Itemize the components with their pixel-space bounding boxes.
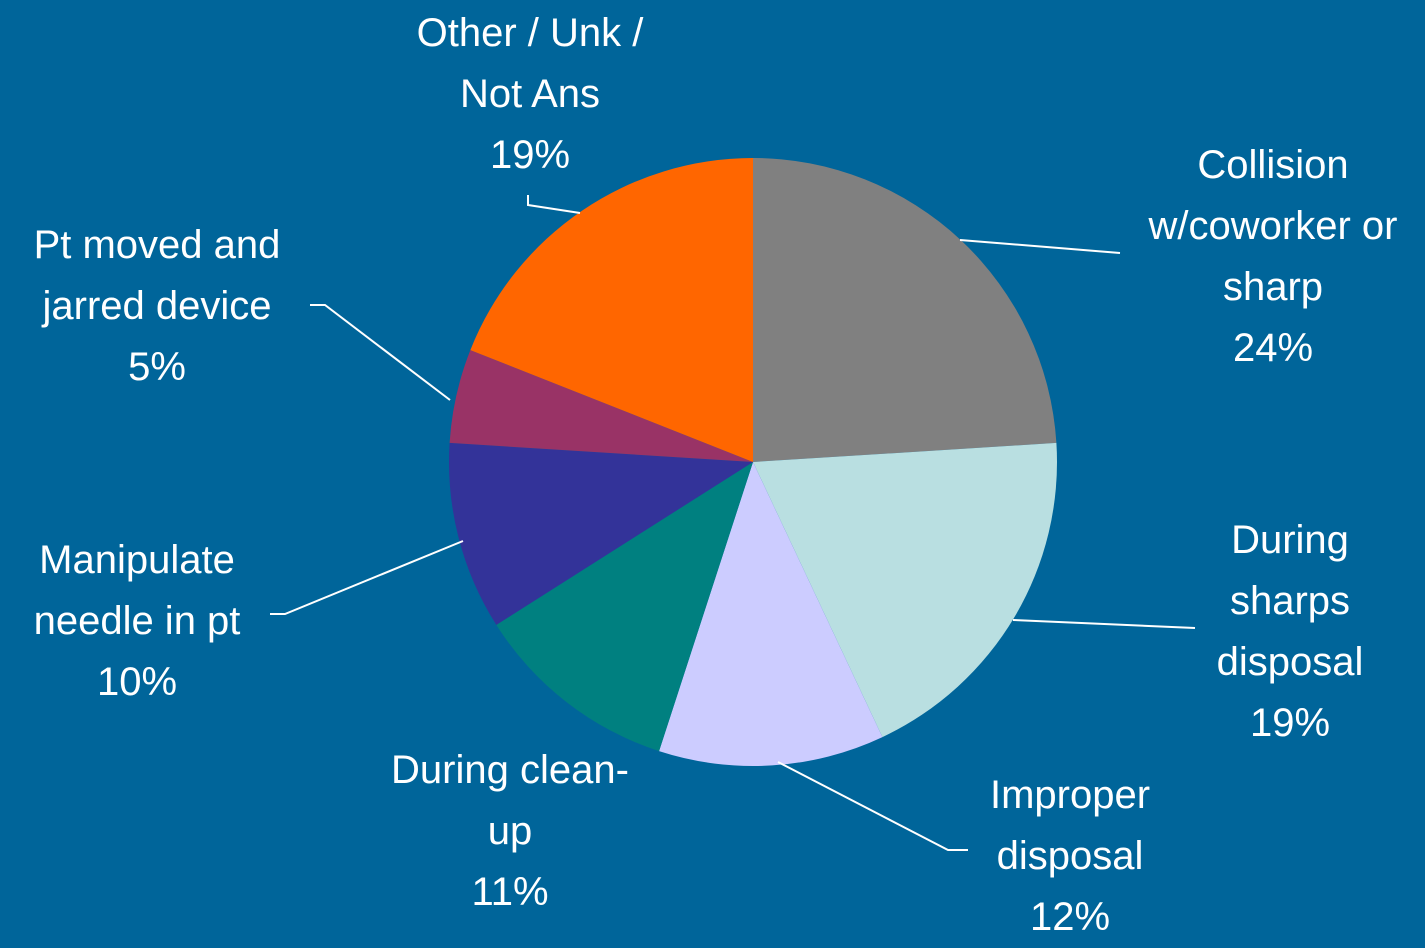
value-label: 10%: [96, 660, 178, 704]
value-label: 5%: [128, 345, 186, 389]
slice-label: Pt moved and jarred device 5%: [12, 215, 302, 398]
category-label: During clean-up: [391, 748, 629, 853]
category-label: Improper disposal: [989, 773, 1151, 878]
slice-label: Manipulate needle in pt 10%: [7, 530, 267, 713]
category-label: Pt moved and jarred device: [33, 223, 281, 328]
category-label: Collision w/coworker or sharp: [1148, 143, 1398, 309]
value-label: 24%: [1232, 326, 1314, 370]
pie-slice: [470, 158, 753, 462]
value-label: 12%: [1029, 895, 1111, 939]
value-label: 19%: [489, 133, 571, 177]
value-label: 11%: [471, 870, 549, 914]
leader-line: [1012, 619, 1196, 629]
pie-slice: [753, 158, 1057, 462]
slice-label: Collision w/coworker or sharp 24%: [1113, 135, 1425, 379]
slice-label: Other / Unk / Not Ans 19%: [390, 3, 670, 186]
slice-label: During sharps disposal 19%: [1180, 510, 1400, 754]
leader-line: [270, 540, 464, 615]
pie-slice: [753, 442, 1057, 738]
pie: [449, 158, 1057, 766]
category-label: During sharps disposal: [1216, 518, 1364, 684]
leader-line: [777, 761, 968, 851]
leader-line: [310, 304, 451, 401]
slice-label: During clean-up 11%: [372, 740, 648, 923]
pie-slice: [659, 462, 883, 766]
pie-slice: [449, 442, 753, 625]
slice-label: Improper disposal 12%: [960, 765, 1180, 948]
pie-slice: [449, 350, 753, 462]
value-label: 19%: [1249, 701, 1331, 745]
category-label: Manipulate needle in pt: [33, 538, 241, 643]
category-label: Other / Unk / Not Ans: [416, 11, 644, 116]
leader-line: [527, 195, 581, 214]
pie-slice: [496, 462, 753, 752]
leader-line: [959, 239, 1121, 254]
